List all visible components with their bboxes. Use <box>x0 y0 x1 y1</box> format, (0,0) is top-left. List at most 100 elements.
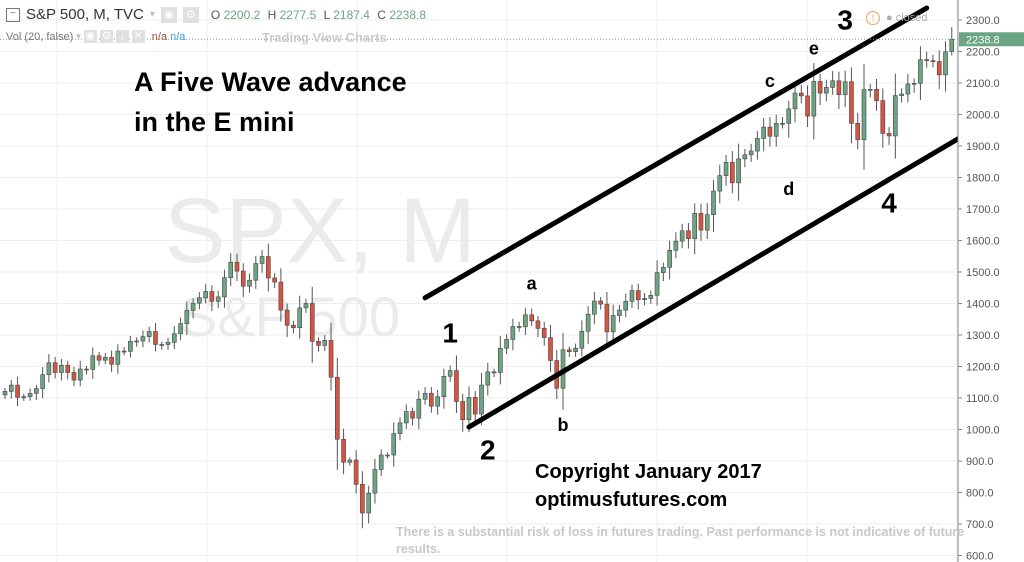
candle-down <box>153 331 158 345</box>
candle-up <box>2 391 8 396</box>
candle-up <box>736 158 741 184</box>
candle-down <box>341 438 346 463</box>
candle-up <box>146 331 152 337</box>
candle-up <box>447 370 453 377</box>
candle-down <box>109 357 114 365</box>
candle-up <box>322 340 328 346</box>
candle-down <box>635 290 641 301</box>
axis-tick-label: 1200.0 <box>966 362 1000 374</box>
wave-label: c <box>765 71 775 91</box>
brand-text: Trading View Charts <box>262 30 387 45</box>
axis-tick-label: 2300.0 <box>966 15 1000 27</box>
candle-up <box>748 150 754 156</box>
candle-up <box>21 396 27 399</box>
candle-up <box>723 162 729 176</box>
candle-up <box>441 375 447 398</box>
candle-up <box>861 89 867 140</box>
candle-up <box>366 492 371 514</box>
candle-down <box>924 59 929 61</box>
candle-down <box>930 60 936 62</box>
candle-up <box>498 347 503 373</box>
axis-background <box>958 0 1024 562</box>
watermark-symbol: SPX, M <box>164 180 476 282</box>
candle-down <box>541 328 547 338</box>
candle-up <box>585 313 591 332</box>
candle-down <box>410 411 415 419</box>
close-icon[interactable]: ✕ <box>131 30 145 43</box>
candle-up <box>40 374 45 389</box>
eye-icon[interactable]: ◉ <box>160 6 177 23</box>
candle-up <box>673 240 679 251</box>
axis-tick-label: 1800.0 <box>966 173 1000 185</box>
arrow-icon[interactable]: ↓ <box>115 30 129 43</box>
eye-icon[interactable]: ◉ <box>83 30 97 43</box>
volume-indicator: Vol (20, false) ▾ ◉ ⚙ ↓ ✕ n/a n/a <box>6 30 185 43</box>
candle-up <box>704 214 710 231</box>
candle-up <box>259 256 265 264</box>
last-price-badge <box>959 32 1024 47</box>
candle-up <box>773 123 779 137</box>
candle-up <box>190 302 196 311</box>
gear-icon[interactable]: ⚙ <box>182 6 199 23</box>
candle-up <box>742 154 748 160</box>
candle-down <box>234 261 240 272</box>
candle-down <box>886 133 892 137</box>
candle-down <box>272 277 277 283</box>
volume-label[interactable]: Vol (20, false) <box>6 30 74 43</box>
candle-up <box>592 300 597 315</box>
candle-up <box>824 87 829 94</box>
candle-up <box>385 454 390 457</box>
ohlc-readout: O 2200.2 H 2277.5 L 2187.4 C 2238.8 <box>210 7 427 22</box>
wave-label: 3 <box>837 4 853 35</box>
candle-up <box>623 300 629 311</box>
candle-up <box>372 469 378 494</box>
candle-up <box>59 364 64 373</box>
trendline <box>422 5 930 301</box>
candle-down <box>15 384 20 398</box>
candle-up <box>178 323 183 335</box>
candle-down <box>880 100 886 134</box>
candle-down <box>460 401 466 421</box>
candle-down <box>209 291 215 302</box>
candle-up <box>717 175 723 192</box>
candle-down <box>291 324 296 329</box>
candle-up <box>911 83 917 85</box>
candle-down <box>278 281 284 311</box>
wave-label: 4 <box>881 187 897 218</box>
gear-icon[interactable]: ⚙ <box>99 30 113 43</box>
candle-down <box>516 326 522 328</box>
axis-tick-label: 1100.0 <box>966 393 999 405</box>
candle-down <box>96 355 102 361</box>
collapse-icon[interactable]: − <box>6 7 20 22</box>
wave-labels: 1 2 3 4 a b c d e <box>442 4 897 465</box>
candle-down <box>309 303 315 342</box>
candle-up <box>918 59 923 84</box>
candle-down <box>454 370 459 402</box>
axis-tick-label: 2200.0 <box>966 47 1000 59</box>
axis-tick-label: 1000.0 <box>966 425 1000 437</box>
candle-up <box>228 261 234 278</box>
candle-up <box>504 339 509 349</box>
dropdown-icon[interactable]: ▾ <box>76 31 81 41</box>
axis-tick-label: 2100.0 <box>966 78 1000 90</box>
candle-up <box>397 422 403 434</box>
warning-icon[interactable]: ! <box>866 11 880 25</box>
candle-up <box>466 397 472 421</box>
candle-down <box>805 95 810 117</box>
axis-tick-label: 1600.0 <box>966 236 1000 248</box>
dropdown-icon[interactable]: ▾ <box>149 9 155 20</box>
candle-up <box>842 81 848 95</box>
candle-up <box>642 298 647 301</box>
wave-label: 1 <box>442 317 458 348</box>
wave-label: e <box>809 39 819 59</box>
axis-tick-label: 700.0 <box>966 519 994 531</box>
candle-up <box>692 213 698 239</box>
candle-down <box>266 256 271 279</box>
candle-up <box>197 297 202 304</box>
symbol-title[interactable]: S&P 500, M, TVC <box>26 6 144 23</box>
wave-label: 2 <box>480 434 496 465</box>
candle-up <box>184 310 190 324</box>
candle-up <box>711 190 716 215</box>
axis-tick-label: 1400.0 <box>966 299 1000 311</box>
